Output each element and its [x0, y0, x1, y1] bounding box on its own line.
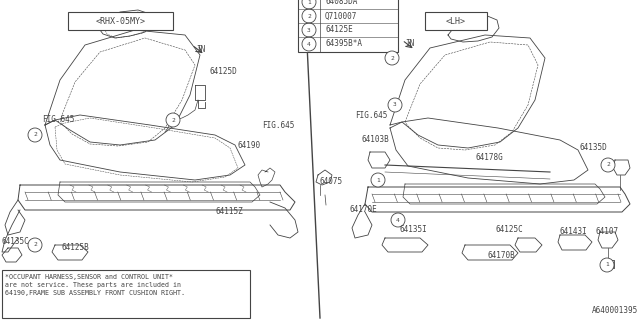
Circle shape	[371, 173, 385, 187]
Text: 64115Z: 64115Z	[215, 207, 243, 217]
Text: 64135I: 64135I	[400, 226, 428, 235]
Text: 64135D: 64135D	[580, 143, 608, 153]
Text: 1: 1	[376, 178, 380, 182]
Circle shape	[302, 23, 316, 37]
Text: Q710007: Q710007	[325, 12, 357, 20]
Text: 64103B: 64103B	[362, 135, 390, 145]
Text: 64125E: 64125E	[325, 26, 353, 35]
Text: 64125C: 64125C	[495, 226, 523, 235]
Text: 64143I: 64143I	[560, 228, 588, 236]
Circle shape	[28, 238, 42, 252]
Text: 64107: 64107	[595, 228, 618, 236]
Circle shape	[28, 128, 42, 142]
Text: IN: IN	[196, 44, 205, 53]
Text: 64170B: 64170B	[488, 251, 516, 260]
Text: FIG.645: FIG.645	[355, 110, 387, 119]
Text: 3: 3	[393, 102, 397, 108]
Text: 64395B*A: 64395B*A	[325, 39, 362, 49]
Circle shape	[600, 258, 614, 272]
Text: 1: 1	[605, 262, 609, 268]
Circle shape	[302, 9, 316, 23]
Text: A640001395: A640001395	[592, 306, 638, 315]
Text: 64135C: 64135C	[2, 237, 29, 246]
Bar	[68, 12, 173, 30]
Text: 3: 3	[307, 28, 311, 33]
Text: 2: 2	[33, 132, 37, 138]
Text: 64178G: 64178G	[475, 154, 503, 163]
Text: FIG.645: FIG.645	[262, 121, 294, 130]
Text: 64190: 64190	[238, 140, 261, 149]
Text: 4: 4	[307, 42, 311, 46]
Text: 4: 4	[396, 218, 400, 222]
Text: 64170E: 64170E	[350, 205, 378, 214]
Text: 2: 2	[390, 55, 394, 60]
Text: 2: 2	[171, 117, 175, 123]
Text: 2: 2	[33, 243, 37, 247]
Circle shape	[302, 0, 316, 9]
Bar	[425, 12, 487, 30]
Text: 64085DA: 64085DA	[325, 0, 357, 6]
Text: 64125D: 64125D	[210, 68, 237, 76]
Bar	[298, 0, 398, 52]
Bar	[2, 270, 250, 318]
Circle shape	[391, 213, 405, 227]
Circle shape	[302, 37, 316, 51]
Text: <RHX-05MY>: <RHX-05MY>	[95, 17, 145, 26]
Text: *OCCUPANT HARNESS,SENSOR and CONTROL UNIT*
are not service. These parts are incl: *OCCUPANT HARNESS,SENSOR and CONTROL UNI…	[5, 274, 185, 296]
Circle shape	[601, 158, 615, 172]
Circle shape	[388, 98, 402, 112]
Text: 64075: 64075	[320, 178, 343, 187]
Circle shape	[385, 51, 399, 65]
Text: 1: 1	[307, 0, 311, 4]
Text: IN: IN	[405, 39, 414, 49]
Text: 2: 2	[606, 163, 610, 167]
Text: FIG.645: FIG.645	[42, 116, 74, 124]
Text: <LH>: <LH>	[446, 17, 466, 26]
Text: 2: 2	[307, 13, 311, 19]
Circle shape	[166, 113, 180, 127]
Text: 64125B: 64125B	[62, 244, 90, 252]
